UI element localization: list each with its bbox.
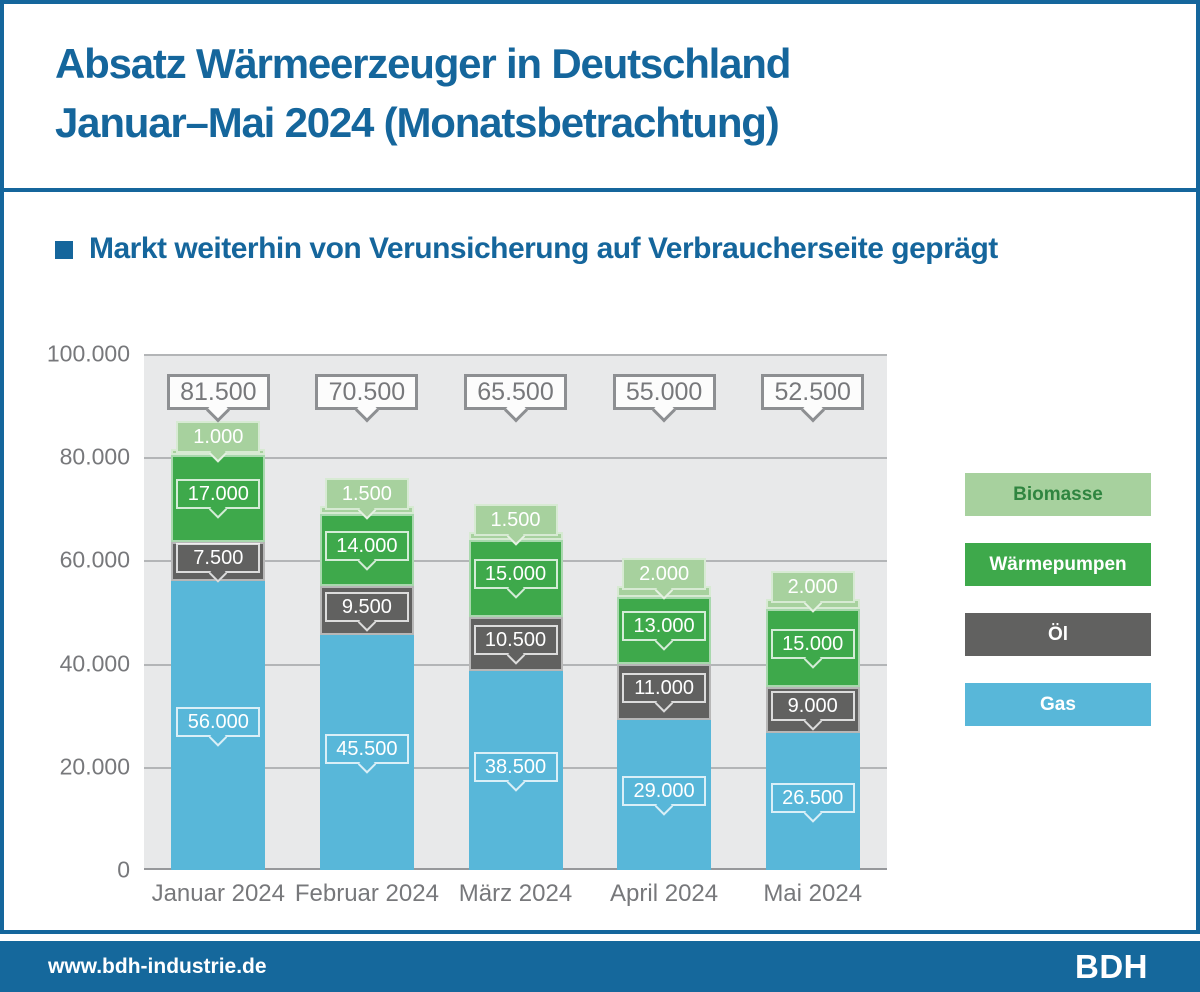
y-tick-label: 80.000 bbox=[59, 443, 130, 470]
segment-label-biomasse: 1.500 bbox=[473, 504, 558, 546]
subtitle-row: Markt weiterhin von Verunsicherung auf V… bbox=[55, 232, 1156, 266]
segment-label-wärmepumpen: 17.000 bbox=[176, 479, 261, 520]
legend-item-öl: Öl bbox=[965, 613, 1151, 656]
gridline-100000 bbox=[144, 354, 887, 356]
segment-label-gas: 29.000 bbox=[622, 776, 707, 816]
legend: Biomasse Wärmepumpen Öl Gas bbox=[965, 473, 1151, 726]
y-axis: 100.000 80.000 60.000 40.000 20.000 0 bbox=[4, 341, 130, 883]
segment-label-gas: 56.000 bbox=[176, 706, 261, 747]
segment-label-wärmepumpen: 13.000 bbox=[622, 611, 707, 651]
segment-label-öl: 9.000 bbox=[770, 691, 855, 731]
segment-label-biomasse-box: 1.500 bbox=[324, 478, 409, 511]
y-tick-label: 60.000 bbox=[59, 546, 130, 573]
bar-segment-wärmepumpen bbox=[617, 596, 712, 664]
segment-label-biomasse: 2.000 bbox=[622, 558, 707, 600]
bar-segment-gas bbox=[319, 635, 414, 870]
y-tick-label: 40.000 bbox=[59, 650, 130, 677]
total-label: 65.500 bbox=[464, 374, 567, 423]
segment-label-wärmepumpen: 15.000 bbox=[473, 559, 558, 600]
x-axis: Januar 2024 Februar 2024 März 2024 April 20… bbox=[144, 880, 887, 916]
y-tick-label: 100.000 bbox=[46, 340, 130, 367]
total-label-box: 81.500 bbox=[166, 374, 270, 410]
content-box: Absatz Wärmeerzeuger in Deutschland Janu… bbox=[0, 0, 1200, 934]
segment-label-wärmepumpen: 15.000 bbox=[770, 629, 855, 669]
segment-label-wärmepumpen: 14.000 bbox=[324, 531, 409, 571]
bar-segment-gas bbox=[171, 581, 266, 870]
total-label-box: 70.500 bbox=[315, 374, 419, 410]
footer-url: www.bdh-industrie.de bbox=[48, 954, 267, 978]
legend-item-wärmepumpen: Wärmepumpen bbox=[965, 543, 1151, 586]
total-label: 81.500 bbox=[166, 374, 270, 423]
x-tick-label: Januar 2024 bbox=[151, 880, 286, 907]
segment-label-öl: 7.500 bbox=[176, 542, 261, 583]
x-tick-label: März 2024 bbox=[458, 880, 573, 907]
total-label: 52.500 bbox=[761, 374, 865, 423]
x-tick-label: Mai 2024 bbox=[763, 880, 863, 907]
bullet-square-icon bbox=[55, 241, 73, 259]
x-tick-label: Februar 2024 bbox=[294, 880, 439, 907]
bar-segment-wärmepumpen bbox=[468, 539, 563, 618]
segment-label-biomasse: 1.500 bbox=[324, 478, 409, 520]
segment-label-biomasse: 1.000 bbox=[176, 421, 261, 464]
footer-bdh-logo: BDH bbox=[1075, 947, 1148, 985]
footer: www.bdh-industrie.de BDH bbox=[0, 941, 1200, 992]
total-label: 55.000 bbox=[612, 374, 716, 423]
segment-label-öl: 9.500 bbox=[324, 591, 409, 632]
legend-item-gas: Gas bbox=[965, 683, 1151, 726]
plot-area: 56.000 7.500 17.000 1.000 81.500 45.500 9.500 1… bbox=[144, 354, 887, 870]
bar-segment-gas bbox=[617, 720, 712, 870]
bar-segment-gas bbox=[468, 671, 563, 870]
y-tick-label: 0 bbox=[117, 856, 130, 883]
page-title: Absatz Wärmeerzeuger in Deutschland Janu… bbox=[4, 4, 1196, 152]
total-label: 70.500 bbox=[315, 374, 419, 423]
gridline-80000 bbox=[144, 457, 887, 460]
y-tick-label: 20.000 bbox=[59, 753, 130, 780]
page-title-line2: Januar–Mai 2024 (Monatsbetrachtung) bbox=[55, 99, 780, 146]
header: Absatz Wärmeerzeuger in Deutschland Janu… bbox=[4, 4, 1196, 192]
segment-label-gas: 45.500 bbox=[324, 733, 409, 774]
legend-item-biomasse: Biomasse bbox=[965, 473, 1151, 516]
page-title-line1: Absatz Wärmeerzeuger in Deutschland bbox=[55, 40, 791, 87]
segment-label-gas: 26.500 bbox=[770, 782, 855, 823]
segment-label-öl: 10.500 bbox=[473, 625, 558, 665]
segment-label-biomasse: 2.000 bbox=[770, 571, 855, 613]
x-tick-label: April 2024 bbox=[610, 880, 719, 907]
segment-label-biomasse-box: 1.000 bbox=[176, 421, 261, 454]
bar-segment-gas bbox=[765, 733, 860, 870]
subtitle-text: Markt weiterhin von Verunsicherung auf V… bbox=[89, 232, 998, 265]
segment-label-gas: 38.500 bbox=[473, 751, 558, 792]
segment-label-öl: 11.000 bbox=[622, 672, 707, 713]
